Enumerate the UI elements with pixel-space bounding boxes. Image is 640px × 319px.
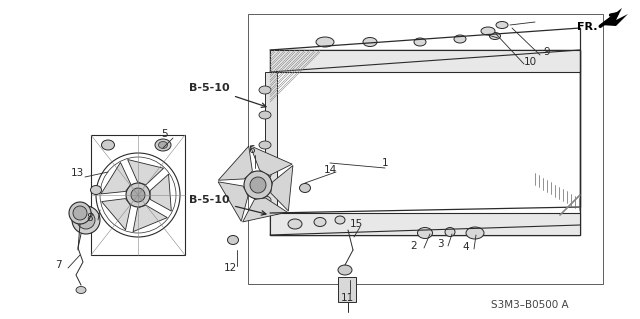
Text: B-5-10: B-5-10: [189, 83, 266, 108]
Text: B-5-10: B-5-10: [189, 195, 266, 215]
Ellipse shape: [316, 37, 334, 47]
Ellipse shape: [481, 27, 495, 35]
Ellipse shape: [496, 21, 508, 28]
Ellipse shape: [454, 35, 466, 43]
Text: 2: 2: [411, 241, 417, 251]
Bar: [270, 50, 580, 72]
Ellipse shape: [73, 206, 87, 220]
Text: 10: 10: [524, 57, 536, 67]
Bar: [270, 213, 580, 235]
Ellipse shape: [159, 142, 168, 149]
Ellipse shape: [259, 141, 271, 149]
Bar: [265, 72, 277, 214]
Ellipse shape: [335, 216, 345, 224]
Ellipse shape: [259, 86, 271, 94]
Polygon shape: [102, 199, 131, 230]
Text: 12: 12: [223, 263, 237, 273]
Ellipse shape: [69, 202, 91, 224]
Ellipse shape: [338, 265, 352, 275]
Text: 1: 1: [381, 158, 388, 168]
Polygon shape: [250, 146, 292, 175]
Ellipse shape: [72, 206, 100, 234]
Text: S3M3–B0500 A: S3M3–B0500 A: [491, 300, 569, 310]
Text: 9: 9: [544, 47, 550, 57]
Bar: [270, 50, 580, 235]
Ellipse shape: [259, 111, 271, 119]
Bar: [338, 277, 356, 302]
Polygon shape: [218, 182, 248, 221]
Ellipse shape: [90, 186, 102, 195]
Polygon shape: [271, 166, 293, 211]
Circle shape: [126, 183, 150, 207]
Ellipse shape: [288, 219, 302, 229]
Polygon shape: [150, 174, 172, 211]
Ellipse shape: [314, 218, 326, 226]
Ellipse shape: [300, 183, 310, 192]
Text: 7: 7: [54, 260, 61, 270]
Text: 6: 6: [249, 145, 255, 155]
Circle shape: [250, 177, 266, 193]
Bar: [248, 14, 603, 284]
Ellipse shape: [490, 33, 500, 40]
Circle shape: [244, 171, 272, 199]
Text: 8: 8: [86, 213, 93, 223]
Text: 13: 13: [70, 168, 84, 178]
Polygon shape: [127, 160, 164, 185]
Ellipse shape: [466, 227, 484, 239]
Ellipse shape: [445, 227, 455, 236]
Text: 5: 5: [162, 129, 168, 139]
Polygon shape: [243, 198, 287, 222]
Polygon shape: [600, 8, 628, 26]
Ellipse shape: [102, 140, 115, 150]
Text: FR.: FR.: [577, 22, 597, 32]
Ellipse shape: [76, 286, 86, 293]
Ellipse shape: [259, 171, 271, 179]
Ellipse shape: [155, 139, 171, 151]
Text: 15: 15: [349, 219, 363, 229]
Ellipse shape: [417, 227, 433, 239]
Ellipse shape: [363, 38, 377, 47]
Text: 11: 11: [340, 293, 354, 303]
Ellipse shape: [227, 235, 239, 244]
Circle shape: [131, 188, 145, 202]
Text: 3: 3: [436, 239, 444, 249]
Text: 4: 4: [463, 242, 469, 252]
Polygon shape: [133, 205, 167, 232]
Ellipse shape: [259, 196, 271, 204]
Ellipse shape: [414, 38, 426, 46]
Text: 14: 14: [323, 165, 337, 175]
Polygon shape: [101, 162, 131, 194]
Ellipse shape: [77, 211, 95, 229]
Polygon shape: [218, 146, 252, 180]
